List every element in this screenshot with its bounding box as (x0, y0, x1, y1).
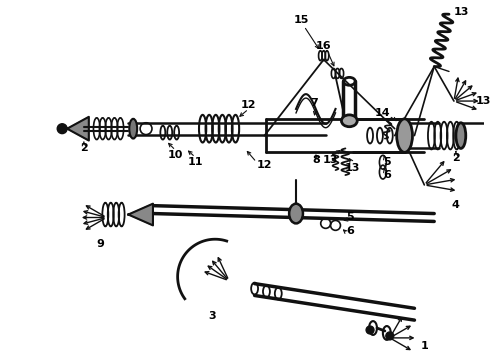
Text: 13: 13 (454, 7, 469, 17)
Ellipse shape (397, 119, 413, 152)
Ellipse shape (129, 119, 137, 139)
Text: 12: 12 (257, 160, 272, 170)
Polygon shape (67, 117, 89, 140)
Text: 6: 6 (383, 170, 391, 180)
Text: 13: 13 (476, 96, 490, 106)
Circle shape (57, 124, 67, 134)
Text: 1: 1 (420, 341, 428, 351)
Polygon shape (128, 204, 153, 225)
Text: 2: 2 (80, 143, 88, 153)
Ellipse shape (456, 123, 466, 148)
Text: 13: 13 (344, 163, 360, 173)
Text: 16: 16 (316, 41, 332, 51)
Ellipse shape (289, 204, 303, 224)
Text: 6: 6 (346, 226, 354, 236)
Text: 12: 12 (241, 100, 256, 110)
Text: 3: 3 (208, 311, 216, 321)
Text: 2: 2 (452, 153, 460, 163)
Text: 7: 7 (310, 98, 318, 108)
Text: 8: 8 (312, 155, 319, 165)
Circle shape (386, 332, 394, 340)
Text: 11: 11 (188, 157, 203, 167)
Text: 5: 5 (383, 157, 391, 167)
Ellipse shape (342, 115, 357, 127)
Text: 9: 9 (97, 239, 104, 249)
Text: 15: 15 (294, 15, 309, 25)
Text: 14: 14 (375, 108, 391, 118)
Text: 13: 13 (323, 155, 338, 165)
Text: 5: 5 (346, 212, 354, 222)
Text: 4: 4 (452, 200, 460, 210)
Circle shape (366, 326, 374, 334)
Text: 10: 10 (168, 150, 183, 160)
